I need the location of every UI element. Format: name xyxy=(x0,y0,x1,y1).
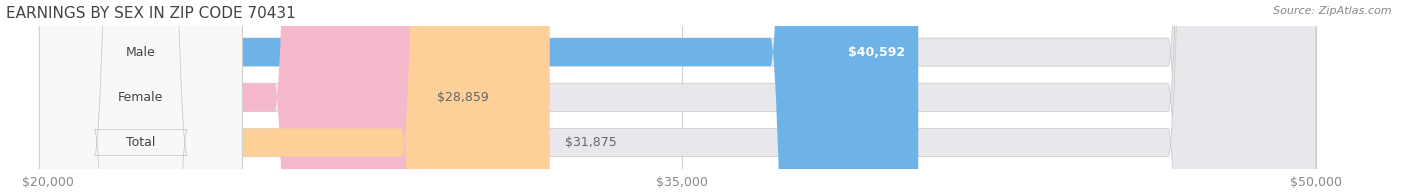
FancyBboxPatch shape xyxy=(48,0,918,195)
FancyBboxPatch shape xyxy=(48,0,1316,195)
Text: EARNINGS BY SEX IN ZIP CODE 70431: EARNINGS BY SEX IN ZIP CODE 70431 xyxy=(6,5,295,20)
Text: Total: Total xyxy=(127,136,156,149)
Text: Female: Female xyxy=(118,91,163,104)
FancyBboxPatch shape xyxy=(48,0,422,195)
FancyBboxPatch shape xyxy=(39,0,242,195)
Text: Male: Male xyxy=(127,46,156,59)
FancyBboxPatch shape xyxy=(48,0,1316,195)
Text: $40,592: $40,592 xyxy=(848,46,905,59)
FancyBboxPatch shape xyxy=(48,0,1316,195)
Text: Source: ZipAtlas.com: Source: ZipAtlas.com xyxy=(1274,6,1392,16)
Text: $28,859: $28,859 xyxy=(437,91,489,104)
FancyBboxPatch shape xyxy=(39,0,242,195)
Text: $31,875: $31,875 xyxy=(565,136,616,149)
FancyBboxPatch shape xyxy=(39,0,242,195)
FancyBboxPatch shape xyxy=(48,0,550,195)
